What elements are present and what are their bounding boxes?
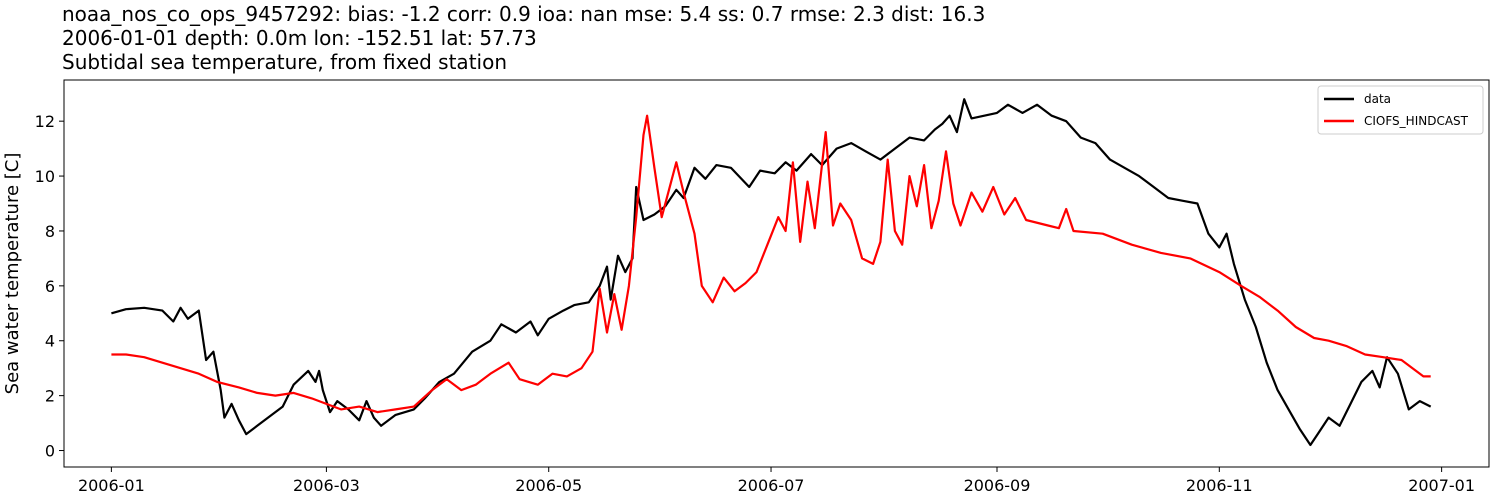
x-axis: 2006-01 2006-03 2006-05 2006-07 2006-09 2006-… bbox=[78, 467, 1475, 495]
x-tick-label: 2006-11 bbox=[1186, 476, 1253, 495]
x-tick-label: 2006-01 bbox=[78, 476, 145, 495]
chart-title-line-1: noaa_nos_co_ops_9457292: bias: -1.2 corr… bbox=[62, 2, 986, 26]
y-tick-label: 8 bbox=[45, 222, 55, 241]
x-tick-label: 2007-01 bbox=[1408, 476, 1475, 495]
chart-title-line-3: Subtidal sea temperature, from fixed sta… bbox=[62, 50, 507, 74]
y-tick-label: 10 bbox=[35, 167, 55, 186]
series-line-data bbox=[111, 98, 1432, 447]
chart-title-line-2: 2006-01-01 depth: 0.0m lon: -152.51 lat:… bbox=[62, 26, 537, 50]
x-tick-label: 2006-07 bbox=[738, 476, 805, 495]
x-tick-label: 2006-09 bbox=[964, 476, 1031, 495]
series-line-ciofs-hindcast bbox=[111, 114, 1431, 414]
plot-frame bbox=[63, 79, 1490, 468]
chart-title-block: noaa_nos_co_ops_9457292: bias: -1.2 corr… bbox=[62, 2, 985, 74]
y-tick-label: 6 bbox=[45, 277, 55, 296]
y-axis: 0 2 4 6 8 10 12 bbox=[35, 112, 64, 461]
plot-area bbox=[111, 98, 1432, 447]
y-tick-label: 12 bbox=[35, 112, 55, 131]
legend-label-data: data bbox=[1364, 92, 1391, 106]
y-tick-label: 2 bbox=[45, 387, 55, 406]
legend: data CIOFS_HINDCAST bbox=[1317, 85, 1484, 135]
legend-box bbox=[1317, 85, 1484, 135]
x-tick-label: 2006-05 bbox=[515, 476, 582, 495]
y-tick-label: 4 bbox=[45, 332, 55, 351]
x-tick-label: 2006-03 bbox=[293, 476, 360, 495]
y-axis-label: Sea water temperature [C] bbox=[2, 153, 23, 395]
legend-label-ciofs-hindcast: CIOFS_HINDCAST bbox=[1364, 114, 1469, 128]
y-tick-label: 0 bbox=[45, 442, 55, 461]
